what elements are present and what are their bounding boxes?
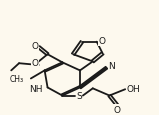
Text: O: O — [98, 37, 105, 46]
Text: CH₃: CH₃ — [10, 74, 24, 83]
Text: O: O — [31, 41, 38, 50]
Text: N: N — [108, 62, 115, 71]
Text: O: O — [114, 105, 121, 114]
Text: OH: OH — [126, 84, 140, 93]
Text: O: O — [31, 58, 38, 67]
Text: NH: NH — [29, 84, 43, 93]
Text: S: S — [76, 91, 82, 100]
